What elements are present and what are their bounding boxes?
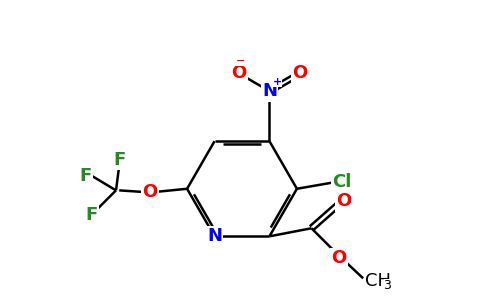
Text: O: O [231, 64, 246, 82]
Text: Cl: Cl [333, 173, 352, 191]
Text: +: + [273, 77, 282, 87]
Text: −: − [236, 56, 245, 66]
Text: O: O [292, 64, 308, 82]
Text: CH: CH [365, 272, 391, 290]
Text: F: F [79, 167, 91, 185]
Text: O: O [336, 192, 351, 210]
Text: O: O [331, 249, 347, 267]
Text: 3: 3 [383, 279, 392, 292]
Text: N: N [207, 227, 222, 245]
Text: F: F [113, 151, 125, 169]
Text: F: F [86, 206, 98, 224]
Text: O: O [142, 183, 158, 201]
Text: N: N [262, 82, 277, 100]
